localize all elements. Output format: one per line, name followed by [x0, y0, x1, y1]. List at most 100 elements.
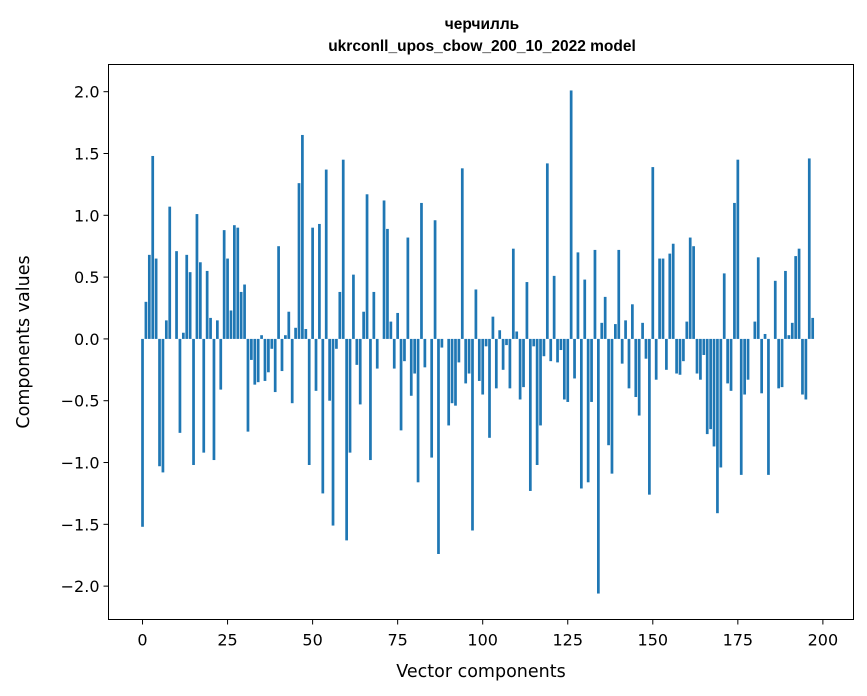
bar-component-50: [311, 227, 314, 339]
y-axis: −2.0 −1.5 −1.0 −0.5 0.0 0.5 1.0 1.5 2.0: [61, 83, 109, 596]
chart-title-line2: ukrconll_upos_cbow_200_10_2022 model: [328, 38, 636, 55]
bar-component-169: [716, 338, 719, 514]
bar-component-21: [212, 338, 216, 461]
bar-component-96: [467, 338, 471, 374]
bar-component-56: [331, 338, 335, 526]
bar-component-194: [801, 338, 804, 395]
bar-component-77: [403, 338, 406, 362]
bar-component-97: [471, 338, 474, 531]
bar-component-17: [198, 262, 202, 339]
y-tick-label: −2.0: [61, 577, 100, 596]
bar-component-139: [614, 324, 617, 339]
bar-component-72: [386, 228, 389, 339]
bar-component-42: [284, 335, 287, 339]
bar-component-81: [416, 338, 420, 483]
bar-component-197: [811, 317, 815, 339]
bar-component-64: [358, 338, 362, 405]
bar-component-30: [243, 284, 246, 339]
bar-component-191: [790, 322, 794, 339]
y-tick-label: 0.0: [74, 330, 99, 349]
bar-component-51: [314, 338, 318, 391]
bar-component-52: [318, 223, 321, 339]
bar-component-184: [767, 338, 770, 475]
bar-component-174: [733, 202, 736, 339]
bar-component-86: [433, 220, 437, 339]
bar-component-18: [202, 338, 206, 453]
bar-component-123: [559, 338, 563, 351]
bar-component-73: [389, 321, 393, 339]
bar-component-132: [590, 338, 593, 402]
bar-component-39: [273, 338, 277, 393]
bar-component-75: [396, 312, 400, 339]
bar-component-45: [294, 327, 297, 339]
bar-component-14: [188, 272, 192, 339]
y-tick-label: −1.5: [61, 515, 100, 534]
bar-component-124: [562, 338, 566, 400]
bar-component-8: [168, 206, 172, 339]
bar-component-94: [460, 168, 464, 339]
bar-component-74: [392, 338, 396, 369]
bar-component-146: [637, 338, 641, 416]
bar-component-23: [219, 338, 223, 390]
bar-component-149: [648, 338, 651, 495]
bar-component-85: [430, 338, 434, 458]
bar-component-32: [250, 338, 253, 360]
bar-component-126: [569, 90, 573, 339]
bar-component-100: [481, 338, 485, 395]
x-tick-label: 125: [552, 631, 583, 650]
bar-component-196: [807, 158, 811, 339]
bar-component-68: [372, 291, 376, 339]
bar-component-155: [668, 253, 672, 339]
bar-component-157: [675, 338, 678, 374]
bar-component-28: [236, 227, 240, 339]
bar-component-112: [522, 338, 525, 388]
bar-component-27: [233, 225, 236, 339]
bar-component-144: [631, 304, 634, 339]
x-tick-label: 100: [467, 631, 498, 650]
bar-component-37: [267, 338, 270, 373]
bar-component-38: [270, 338, 274, 349]
bar-component-55: [328, 338, 331, 401]
bar-component-57: [335, 338, 338, 349]
bar-component-1: [144, 301, 148, 339]
bar-component-164: [699, 338, 702, 380]
bar-component-35: [260, 335, 263, 339]
bar-component-59: [341, 159, 345, 339]
y-tick-label: −0.5: [61, 392, 100, 411]
plot-frame: [108, 64, 854, 620]
bar-component-80: [413, 338, 417, 374]
bar-component-103: [491, 316, 495, 339]
bar-component-105: [498, 330, 502, 339]
bar-component-147: [641, 322, 644, 339]
bar-component-24: [222, 230, 226, 339]
bar-component-93: [457, 338, 461, 363]
bar-component-47: [301, 134, 304, 339]
bar-component-142: [624, 320, 627, 339]
bar-component-125: [566, 338, 570, 402]
bar-component-127: [573, 338, 576, 379]
bar-component-58: [338, 291, 342, 339]
bar-component-156: [671, 243, 675, 339]
bar-component-153: [661, 258, 665, 339]
bar-component-54: [324, 169, 328, 339]
bar-component-62: [352, 274, 355, 339]
bar-component-53: [321, 338, 325, 494]
bar-component-46: [297, 183, 301, 339]
bar-component-168: [712, 338, 716, 447]
bar-component-114: [528, 338, 532, 491]
bar-component-148: [644, 338, 648, 359]
bar-component-67: [369, 338, 372, 461]
bar-component-116: [535, 338, 539, 465]
bar-component-115: [532, 338, 536, 347]
bar-component-121: [552, 275, 556, 339]
bar-component-107: [505, 338, 508, 346]
bar-component-175: [736, 159, 740, 339]
bar-component-36: [263, 338, 267, 381]
y-tick-label: 1.5: [74, 144, 99, 163]
bar-component-178: [746, 338, 750, 380]
x-tick-label: 0: [137, 631, 147, 650]
bar-component-160: [685, 321, 689, 339]
bar-component-95: [464, 338, 468, 384]
bar-component-10: [175, 251, 178, 339]
bar-component-161: [688, 237, 692, 339]
